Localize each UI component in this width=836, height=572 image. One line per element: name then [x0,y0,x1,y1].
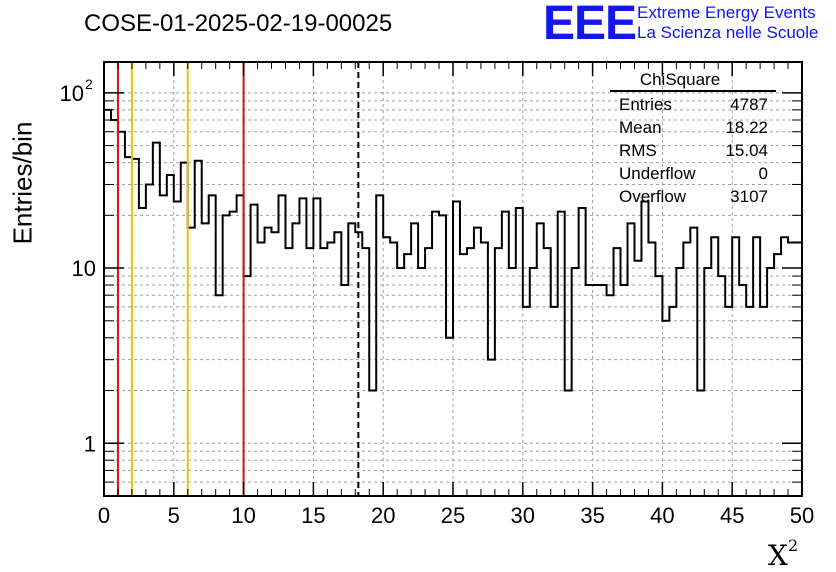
stats-box-title: ChiSquare [640,70,720,89]
y-tick-exponent: 2 [85,76,93,92]
x-axis-label-main: X [768,539,788,572]
stats-label: Mean [619,118,662,137]
stats-box: ChiSquare Entries 4787 Mean 18.22 RMS 15.04 Und… [610,70,776,206]
chart-title: COSE-01-2025-02-19-00025 [84,10,393,37]
x-tick-label: 20 [371,503,395,528]
x-tick-label: 30 [511,503,535,528]
stats-value: 18.22 [725,118,768,137]
x-axis-label: X2 [768,536,798,572]
x-tick-label: 25 [441,503,465,528]
y-tick-label: 1 [84,431,96,456]
logo-tagline-1: Extreme Energy Events [637,3,816,22]
logo-tagline-2: La Scienza nelle Scuole [637,23,819,42]
stats-value: 0 [759,164,768,183]
reference-lines-layer [116,62,360,496]
x-tick-label: 35 [580,503,604,528]
stats-value: 15.04 [725,141,768,160]
stats-label: Underflow [619,164,696,183]
eee-logo: EEE [543,0,637,50]
x-tick-label: 5 [168,503,180,528]
y-tick-label: 10 [72,256,96,281]
x-tick-label: 45 [720,503,744,528]
x-tick-label: 40 [650,503,674,528]
stats-value: 4787 [730,95,768,114]
histogram-layer [103,108,803,496]
x-tick-label: 15 [301,503,325,528]
stats-label: RMS [619,141,657,160]
y-tick-label: 10 [60,81,84,106]
x-tick-label: 10 [231,503,255,528]
stats-label: Entries [619,95,672,114]
stats-label: Overflow [619,187,687,206]
x-tick-label: 0 [98,503,110,528]
histogram-outline [103,108,803,496]
x-tick-label: 50 [790,503,814,528]
stats-value: 3107 [730,187,768,206]
x-axis-label-sup: 2 [787,536,799,555]
